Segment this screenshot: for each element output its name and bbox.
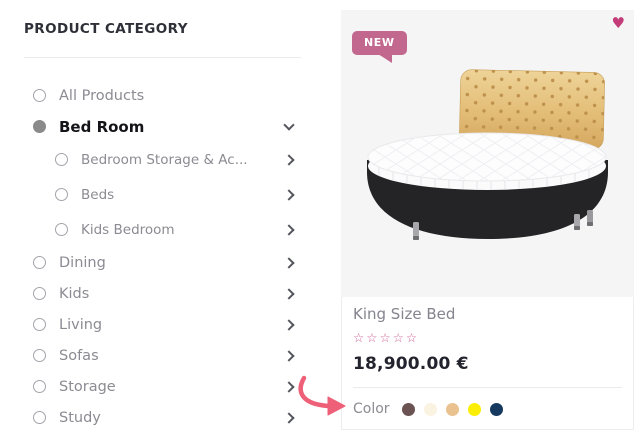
sidebar-divider (24, 57, 301, 58)
color-swatch-tan[interactable] (445, 402, 459, 416)
radio-icon (33, 256, 46, 269)
radio-icon (33, 287, 46, 300)
chevron-right-icon[interactable] (283, 257, 295, 269)
sidebar-item-storage[interactable]: Storage (24, 371, 301, 402)
heart-icon[interactable]: ♥ (611, 14, 625, 32)
sidebar-item-study[interactable]: Study (24, 402, 301, 433)
radio-icon (55, 153, 68, 166)
star-icon[interactable]: ☆ (392, 330, 406, 345)
sidebar-item-label: Beds (81, 186, 115, 203)
sidebar-item-label: Storage (59, 378, 116, 395)
info-divider (353, 387, 622, 388)
product-title[interactable]: King Size Bed (353, 305, 456, 323)
color-options-row: Color (353, 401, 622, 417)
product-info: King Size Bed ☆☆☆☆☆ 18,900.00 € Color (341, 297, 634, 430)
sidebar-item-dining[interactable]: Dining (24, 247, 301, 278)
radio-icon (55, 188, 68, 201)
sidebar-item-label: Dining (59, 254, 106, 271)
chevron-right-icon[interactable] (283, 319, 295, 331)
new-badge: NEW (352, 31, 407, 55)
star-icon[interactable]: ☆ (379, 330, 393, 345)
chevron-down-icon[interactable] (283, 121, 295, 133)
sidebar-item-label: Kids Bedroom (81, 221, 175, 238)
sidebar-item-label: Bedroom Storage & Ac... (81, 151, 248, 168)
annotation-arrow (298, 375, 346, 416)
chevron-right-icon[interactable] (283, 350, 295, 362)
color-label: Color (353, 401, 390, 417)
new-badge-tail (378, 54, 392, 63)
radio-icon (33, 411, 46, 424)
star-icon[interactable]: ☆ (353, 330, 367, 345)
sidebar-item-label: All Products (59, 87, 145, 104)
category-list: All Products Bed Room Bedroom Storage & … (24, 80, 301, 433)
star-icon[interactable]: ☆ (366, 330, 380, 345)
product-price: 18,900.00 € (353, 354, 469, 374)
radio-icon (33, 380, 46, 393)
color-swatch-cream[interactable] (423, 402, 437, 416)
sidebar-item-label: Living (59, 316, 103, 333)
bed-product-illustration (367, 69, 608, 240)
product-card: NEW ♥ (341, 10, 634, 430)
sidebar-item-sofas[interactable]: Sofas (24, 340, 301, 371)
radio-selected-icon (33, 120, 46, 133)
radio-icon (33, 349, 46, 362)
sidebar-item-label: Bed Room (59, 117, 145, 136)
sidebar-item-bedroom-storage[interactable]: Bedroom Storage & Ac... (24, 142, 301, 177)
chevron-right-icon[interactable] (283, 224, 295, 236)
chevron-right-icon[interactable] (283, 189, 295, 201)
sidebar-item-kids-bedroom[interactable]: Kids Bedroom (24, 212, 301, 247)
chevron-right-icon[interactable] (283, 288, 295, 300)
sidebar-title: PRODUCT CATEGORY (24, 21, 188, 37)
sidebar-item-beds[interactable]: Beds (24, 177, 301, 212)
chevron-right-icon[interactable] (283, 154, 295, 166)
sidebar-item-kids[interactable]: Kids (24, 278, 301, 309)
sidebar-item-bed-room[interactable]: Bed Room (24, 111, 301, 142)
color-swatch-dark-brown[interactable] (401, 402, 415, 416)
star-icon[interactable]: ☆ (405, 330, 420, 345)
radio-icon (55, 223, 68, 236)
radio-icon (33, 89, 46, 102)
sidebar-item-label: Study (59, 409, 101, 426)
sidebar-item-all-products[interactable]: All Products (24, 80, 301, 111)
product-image-area[interactable]: NEW ♥ (341, 10, 634, 297)
radio-icon (33, 318, 46, 331)
sidebar-item-living[interactable]: Living (24, 309, 301, 340)
product-category-sidebar: PRODUCT CATEGORY All Products Bed Room B… (24, 14, 301, 433)
sidebar-item-label: Kids (59, 285, 90, 302)
sidebar-item-label: Sofas (59, 347, 99, 364)
color-swatch-yellow[interactable] (467, 402, 481, 416)
rating-stars[interactable]: ☆☆☆☆☆ (353, 331, 622, 344)
color-swatch-navy[interactable] (489, 402, 503, 416)
